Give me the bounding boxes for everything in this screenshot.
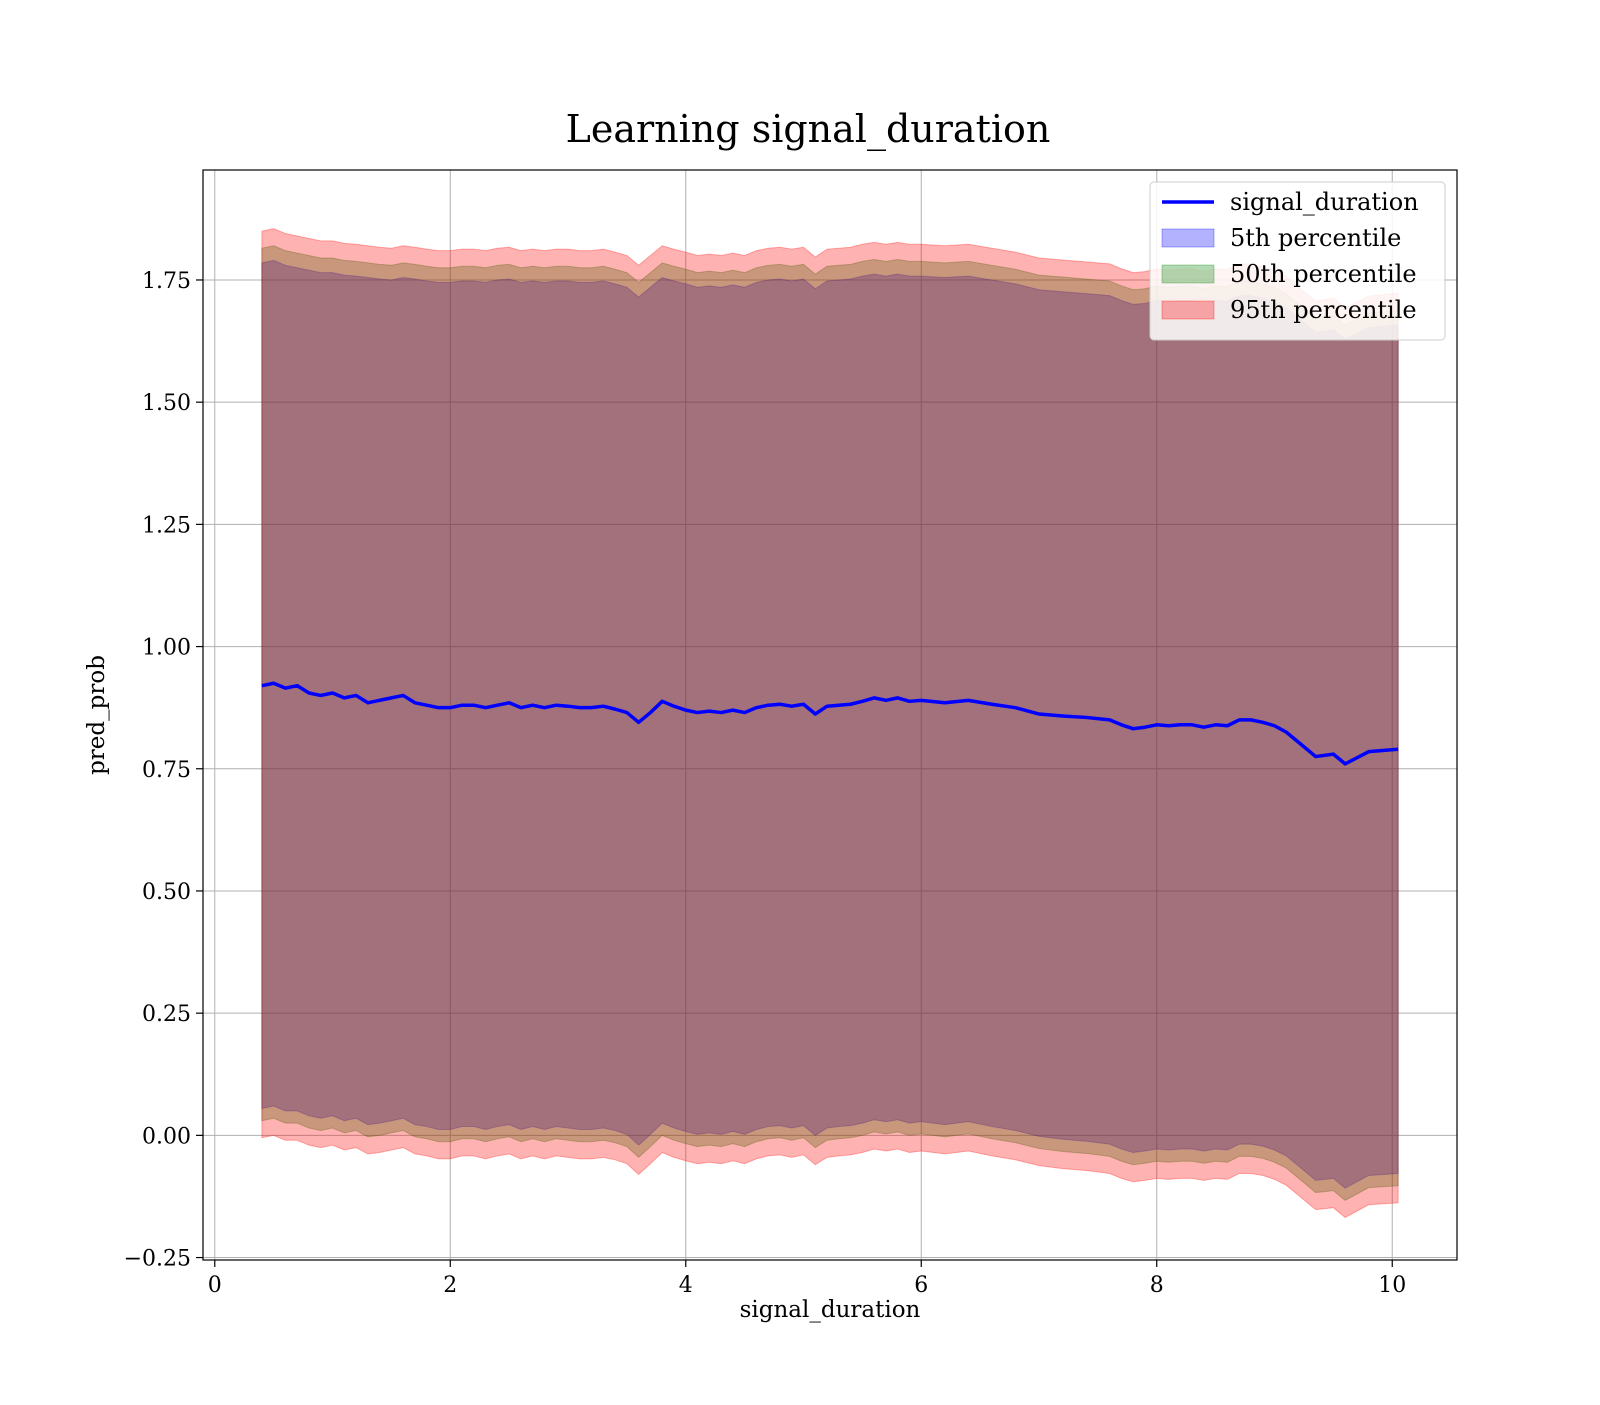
x-tick-label: 0 [208,1273,222,1298]
y-tick-label: 0.75 [142,758,191,783]
legend-label: 5th percentile [1230,224,1401,252]
band-95th-percentile [261,228,1399,1219]
legend-box [1149,181,1446,341]
x-tick-label: 10 [1378,1273,1406,1298]
series-line-signal-duration [261,681,1399,766]
legend-swatch-patch [1161,264,1215,284]
y-tick-label: 0.00 [142,1124,191,1149]
percentile-bands [261,228,1399,1219]
legend-label: 50th percentile [1230,260,1417,288]
x-tick-label: 2 [443,1273,457,1298]
x-axis-label: signal_duration [740,1297,921,1323]
legend-swatch-patch [1161,228,1215,248]
band-5th-percentile [261,259,1399,1189]
plot-frame [202,169,1458,1261]
legend-label: 95th percentile [1230,296,1417,324]
y-tick-label: 1.00 [142,636,191,661]
y-tick-label: −0.25 [124,1247,191,1272]
band-50th-percentile [261,245,1399,1201]
y-tick-label: 1.25 [142,513,191,538]
y-tick-label: 0.25 [142,1002,191,1027]
chart-title: Learning signal_duration [566,107,1051,152]
legend: signal_duration 5th percentile 50th percen… [1149,181,1446,341]
legend-label: signal_duration [1230,188,1419,216]
grid-layer [203,170,1457,1260]
legend-swatch-patch [1161,300,1215,320]
x-tick-label: 6 [914,1273,928,1298]
x-axis: 0 2 4 6 8 10 [208,1260,1406,1298]
y-axis-label: pred_prob [84,655,110,775]
y-axis: −0.25 0.00 0.25 0.50 0.75 1.00 1.25 1.50 1.75 [124,269,203,1272]
series-line-layer [261,681,1399,766]
y-tick-label: 1.75 [142,269,191,294]
x-tick-label: 4 [679,1273,693,1298]
y-tick-label: 1.50 [142,391,191,416]
y-tick-label: 0.50 [142,880,191,905]
x-tick-label: 8 [1150,1273,1164,1298]
